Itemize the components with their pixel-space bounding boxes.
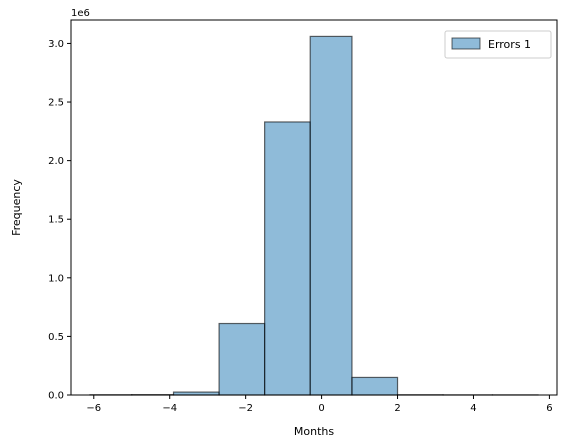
histogram-bar bbox=[218, 322, 266, 396]
x-tick-label: −4 bbox=[162, 403, 177, 414]
y-tick-label: 2.0 bbox=[48, 156, 64, 167]
x-tick-label: −2 bbox=[238, 403, 253, 414]
y-axis-label: Frequency bbox=[10, 179, 23, 236]
y-tick-label: 3.0 bbox=[48, 39, 64, 50]
x-tick-label: 2 bbox=[394, 403, 400, 414]
legend-label: Errors 1 bbox=[488, 38, 531, 51]
histogram-bar bbox=[351, 376, 399, 396]
x-tick-label: 6 bbox=[546, 403, 552, 414]
y-tick-label: 0.0 bbox=[48, 391, 64, 402]
legend: Errors 1 bbox=[444, 30, 552, 59]
y-tick-label: 1.5 bbox=[48, 215, 64, 226]
y-tick-label: 2.5 bbox=[48, 98, 64, 109]
x-axis-ticks: −6 −4 −2 0 2 4 6 bbox=[86, 395, 553, 414]
plot-frame bbox=[70, 19, 558, 396]
x-tick-label: −6 bbox=[86, 403, 101, 414]
x-tick-label: 4 bbox=[470, 403, 476, 414]
y-axis-ticks: 0.0 0.5 1.0 1.5 2.0 2.5 3.0 bbox=[48, 39, 71, 402]
x-tick-label: 0 bbox=[318, 403, 324, 414]
bars-group bbox=[89, 35, 539, 396]
y-axis-offset-text: 1e6 bbox=[71, 8, 90, 19]
y-tick-label: 1.0 bbox=[48, 273, 64, 284]
histogram-bar bbox=[309, 35, 353, 396]
histogram-bar bbox=[264, 121, 311, 396]
legend-swatch bbox=[451, 37, 481, 50]
x-axis-label: Months bbox=[294, 425, 334, 438]
y-tick-label: 0.5 bbox=[48, 332, 64, 343]
